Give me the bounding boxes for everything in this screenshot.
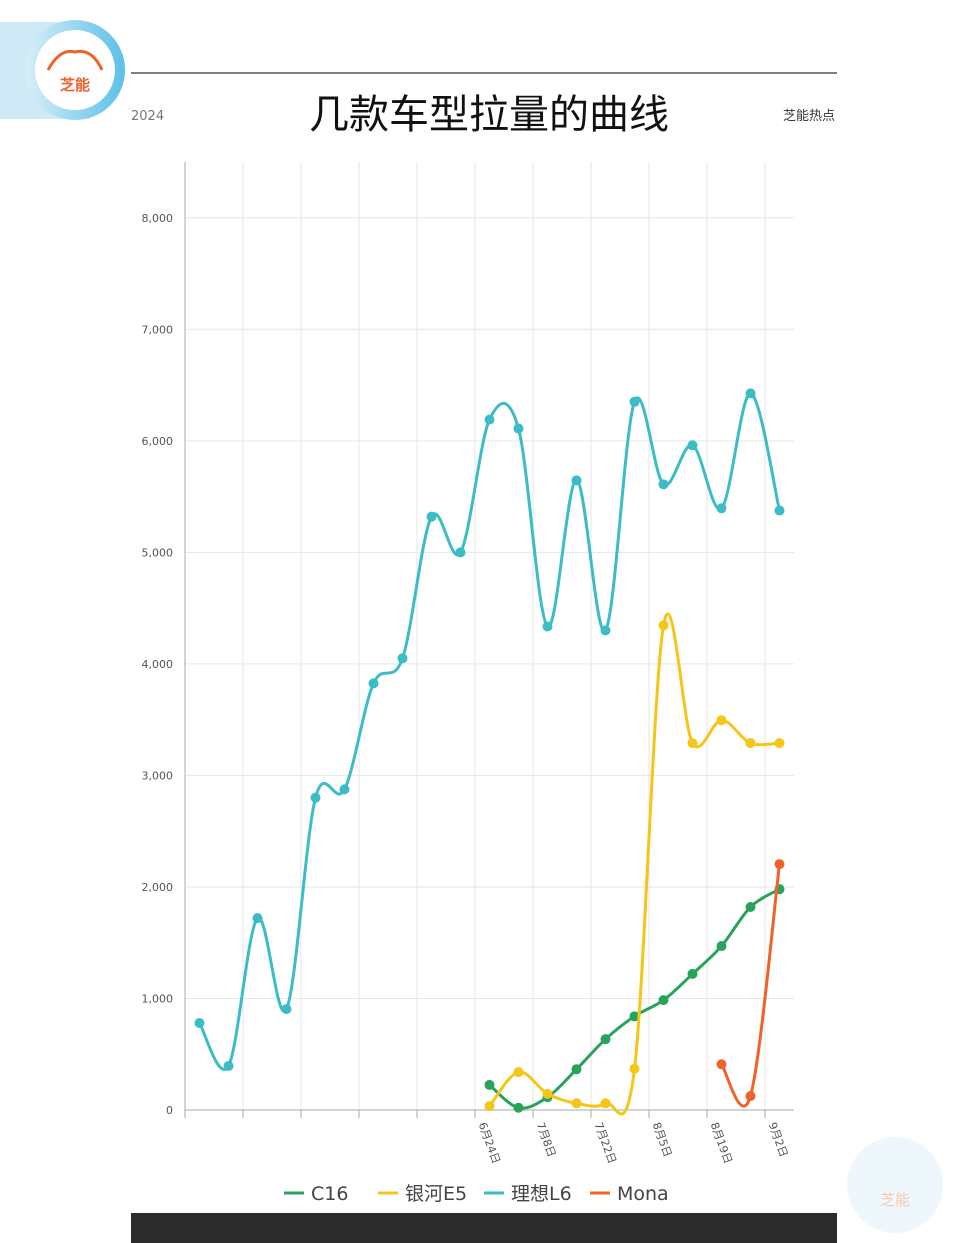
point — [658, 995, 669, 1006]
point — [716, 941, 727, 952]
point — [687, 738, 698, 749]
point — [484, 414, 495, 425]
x-tick-label: 6月24日 — [476, 1121, 503, 1166]
x-tick-label: 8月19日 — [708, 1121, 735, 1166]
point — [513, 1102, 524, 1113]
legend-label: C16 — [311, 1183, 348, 1205]
point — [600, 1034, 611, 1045]
point — [629, 1011, 640, 1022]
point — [194, 1018, 205, 1029]
point — [745, 388, 756, 399]
point — [745, 902, 756, 913]
y-tick-label: 4,000 — [142, 658, 174, 671]
y-tick-label: 1,000 — [142, 992, 174, 1005]
legend-label: Mona — [617, 1183, 669, 1205]
year: 2024 — [131, 109, 164, 124]
point — [571, 475, 582, 486]
y-tick-label: 8,000 — [142, 212, 174, 225]
point — [542, 1088, 553, 1099]
point — [745, 1091, 756, 1102]
plot: 0 1,000 2,000 3,000 4,000 5,000 6,000 7,000 8,00… — [142, 162, 794, 1205]
point — [542, 621, 553, 632]
point — [455, 547, 466, 558]
point — [397, 653, 408, 664]
point — [774, 738, 785, 749]
x-tick-label: 7月8日 — [534, 1121, 559, 1159]
x-tick-label: 9月2日 — [766, 1121, 791, 1159]
point — [687, 968, 698, 979]
y-tick-label: 7,000 — [142, 323, 174, 336]
point — [774, 859, 785, 870]
point — [513, 1067, 524, 1078]
point — [658, 620, 669, 631]
y-tick-label: 5,000 — [142, 546, 174, 559]
footer-bar — [131, 1213, 837, 1243]
logo-text: 芝能 — [60, 76, 90, 94]
legend-label: 银河E5 — [405, 1183, 467, 1205]
y-tick-label: 0 — [166, 1104, 173, 1117]
point — [716, 503, 727, 514]
point — [687, 440, 698, 451]
point — [368, 678, 379, 689]
point — [600, 1098, 611, 1109]
point — [484, 1079, 495, 1090]
point — [571, 1064, 582, 1075]
point — [484, 1101, 495, 1112]
logo-disc — [35, 30, 115, 110]
point — [658, 479, 669, 490]
point — [339, 784, 350, 795]
watermark-ring — [847, 1137, 943, 1233]
point — [629, 1063, 640, 1074]
x-tick-label: 7月22日 — [592, 1121, 619, 1166]
point — [716, 1059, 727, 1070]
point — [281, 1004, 292, 1015]
point — [252, 913, 263, 924]
point — [716, 715, 727, 726]
y-tick-label: 3,000 — [142, 769, 174, 782]
series-line — [720, 863, 781, 1108]
y-tick-label: 6,000 — [142, 435, 174, 448]
point — [745, 738, 756, 749]
y-tick-label: 2,000 — [142, 881, 174, 894]
point — [571, 1098, 582, 1109]
source: 芝能热点 — [783, 108, 835, 124]
watermark: 芝能 — [880, 1191, 910, 1209]
logo-car — [46, 49, 104, 71]
series-line — [198, 391, 781, 1071]
point — [426, 511, 437, 522]
point — [513, 423, 524, 434]
point — [600, 625, 611, 636]
legend-label: 理想L6 — [511, 1183, 572, 1205]
title: 几款车型拉量的曲线 — [309, 92, 669, 138]
x-tick-label: 8月5日 — [650, 1121, 675, 1159]
point — [774, 505, 785, 516]
point — [223, 1060, 234, 1071]
point — [310, 792, 321, 803]
point — [629, 396, 640, 407]
